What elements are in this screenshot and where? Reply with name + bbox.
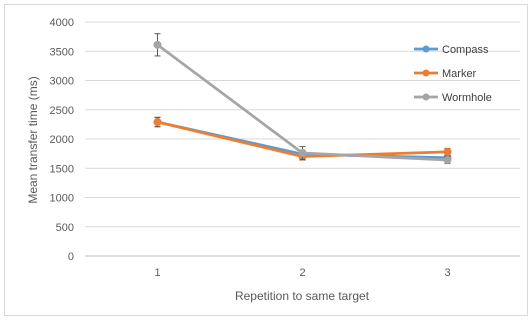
legend-label: Wormhole [442, 92, 492, 104]
legend-marker [422, 45, 430, 53]
data-point [443, 156, 452, 165]
y-tick-labels: 0 500 1000 1500 2000 2500 3000 3500 4000 [50, 17, 74, 263]
series-wormhole [153, 33, 452, 165]
legend-marker [422, 69, 430, 77]
gridlines [85, 21, 520, 257]
y-tick-label: 2500 [50, 105, 74, 117]
legend-item-compass: Compass [414, 44, 489, 56]
legend: Compass Marker Wormhole [414, 44, 492, 104]
y-axis-title: Mean transfer time (ms) [26, 76, 40, 203]
y-tick-label: 3000 [50, 76, 74, 88]
y-tick-label: 2000 [50, 134, 74, 146]
x-axis-title: Repetition to same target [235, 289, 370, 303]
legend-label: Marker [442, 68, 477, 80]
series-line-wormhole [156, 43, 449, 162]
y-tick-label: 500 [56, 222, 74, 234]
y-tick-label: 4000 [50, 17, 74, 29]
legend-marker [422, 93, 430, 101]
x-tick-labels: 1 2 3 [154, 267, 450, 279]
legend-label: Compass [442, 44, 489, 56]
series-lines [153, 33, 452, 165]
x-tick-label: 3 [444, 267, 450, 279]
y-tick-label: 0 [68, 251, 74, 263]
legend-item-marker: Marker [414, 68, 477, 80]
data-point [443, 147, 452, 156]
x-tick-label: 1 [154, 267, 160, 279]
data-point [153, 118, 162, 127]
y-tick-label: 1000 [50, 193, 74, 205]
data-point [153, 40, 162, 49]
x-tick-label: 2 [299, 267, 305, 279]
y-tick-label: 3500 [50, 46, 74, 58]
y-tick-label: 1500 [50, 163, 74, 175]
data-point [298, 149, 307, 158]
legend-item-wormhole: Wormhole [414, 92, 492, 104]
